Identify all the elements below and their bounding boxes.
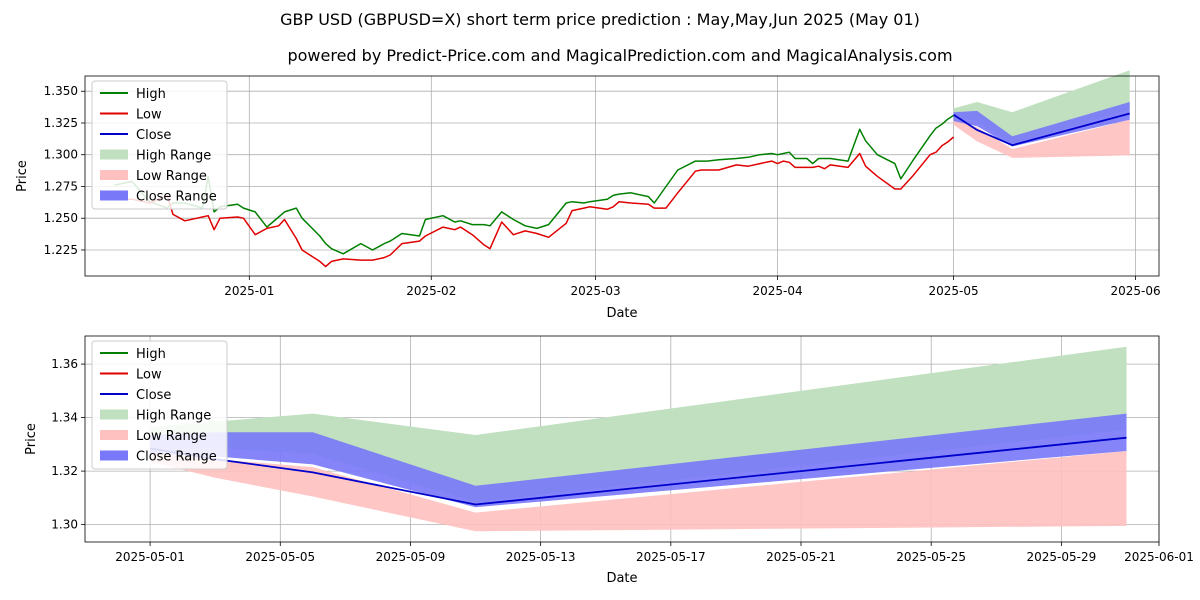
x-tick-label: 2025-06-01 bbox=[1124, 550, 1194, 564]
legend-swatch bbox=[100, 149, 128, 160]
legend-label: Low bbox=[136, 368, 162, 383]
y-axis-label: Price bbox=[15, 160, 30, 192]
y-tick-label: 1.300 bbox=[44, 148, 78, 162]
legend-label: Low Range bbox=[136, 169, 207, 184]
legend-label: High Range bbox=[136, 409, 211, 424]
y-tick-label: 1.34 bbox=[51, 411, 78, 425]
legend-label: High bbox=[136, 347, 166, 362]
legend-swatch bbox=[100, 170, 128, 180]
y-tick-label: 1.275 bbox=[44, 179, 78, 193]
top-panel: 2025-01 2025-02 2025-03 2025-04 2025-05 2025-… bbox=[15, 70, 1161, 321]
chart-title: GBP USD (GBPUSD=X) short term price pred… bbox=[280, 10, 920, 29]
legend-label: Close Range bbox=[136, 450, 217, 465]
legend-label: Low bbox=[136, 108, 162, 123]
x-tick-label: 2025-05-09 bbox=[376, 550, 446, 564]
y-tick-label: 1.350 bbox=[44, 84, 78, 98]
legend-swatch bbox=[100, 409, 128, 420]
y-tick-label: 1.225 bbox=[44, 243, 78, 257]
legend-label: High Range bbox=[136, 149, 211, 164]
legend-label: Low Range bbox=[136, 429, 207, 444]
y-tick-label: 1.32 bbox=[51, 464, 78, 478]
close-series-line bbox=[953, 112, 1130, 147]
close-range-band bbox=[953, 102, 1130, 147]
x-tick-label: 2025-03 bbox=[571, 284, 621, 298]
close-range-band bbox=[150, 413, 1127, 508]
legend-label: Close bbox=[136, 388, 171, 403]
legend: High Low Close High Range Low Range Close Ran… bbox=[91, 80, 228, 210]
x-tick-label: 2025-06 bbox=[1110, 284, 1160, 298]
x-axis-label: Date bbox=[606, 571, 637, 586]
high-series-line bbox=[114, 114, 955, 255]
x-axis-label: Date bbox=[606, 306, 637, 321]
x-tick-label: 2025-01 bbox=[224, 284, 274, 298]
high-range-band bbox=[953, 70, 1130, 144]
x-tick-label: 2025-04 bbox=[752, 284, 802, 298]
plot-frame bbox=[84, 335, 1160, 543]
plot-frame bbox=[84, 75, 1160, 277]
y-tick-label: 1.30 bbox=[51, 518, 78, 532]
x-tick-label: 2025-05-17 bbox=[636, 550, 706, 564]
x-tick-label: 2025-05-05 bbox=[245, 550, 315, 564]
bottom-panel: 2025-05-01 2025-05-05 2025-05-09 2025-05-13… bbox=[24, 335, 1194, 586]
y-tick-label: 1.325 bbox=[44, 116, 78, 130]
legend-swatch bbox=[100, 450, 128, 461]
legend: High Low Close High Range Low Range Close Ran… bbox=[91, 340, 228, 470]
x-tick-label: 2025-05-25 bbox=[896, 550, 966, 564]
y-axis-label: Price bbox=[24, 423, 39, 455]
legend-swatch bbox=[100, 190, 128, 201]
x-tick-label: 2025-05-13 bbox=[506, 550, 576, 564]
chart-subtitle: powered by Predict-Price.com and Magical… bbox=[287, 46, 952, 65]
legend-label: Close bbox=[136, 128, 171, 143]
legend-label: Close Range bbox=[136, 190, 217, 205]
low-series-line bbox=[114, 136, 955, 268]
low-range-band bbox=[953, 119, 1130, 158]
x-tick-label: 2025-05 bbox=[929, 284, 979, 298]
x-tick-label: 2025-05-21 bbox=[766, 550, 836, 564]
low-range-band bbox=[150, 451, 1127, 532]
y-tick-label: 1.250 bbox=[44, 211, 78, 225]
legend-label: High bbox=[136, 87, 166, 102]
x-tick-label: 2025-05-29 bbox=[1026, 550, 1096, 564]
x-tick-label: 2025-05-01 bbox=[115, 550, 185, 564]
legend-swatch bbox=[100, 430, 128, 440]
x-tick-label: 2025-02 bbox=[406, 284, 456, 298]
y-tick-label: 1.36 bbox=[51, 357, 78, 371]
